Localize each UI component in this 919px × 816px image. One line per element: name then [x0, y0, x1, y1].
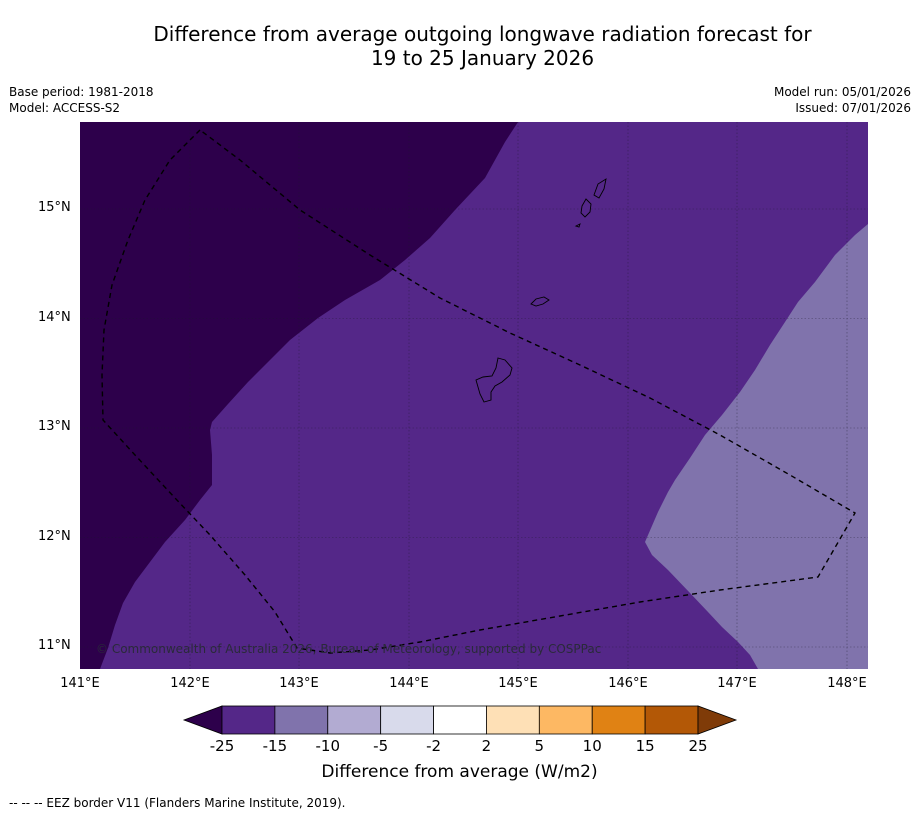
colorbar-title: Difference from average (W/m2): [321, 762, 598, 782]
lat-label-11: 11°N: [38, 638, 71, 653]
lon-label-144: 144°E: [389, 676, 429, 691]
colorbar-segment-minus15: [221, 705, 276, 735]
chart-title: Difference from average outgoing longwav…: [0, 22, 919, 70]
anomaly-region-minus25: [80, 122, 518, 669]
lat-label-15: 15°N: [38, 200, 71, 215]
lon-label-148: 148°E: [827, 676, 867, 691]
map-area: [80, 122, 868, 669]
lon-label-146: 146°E: [608, 676, 648, 691]
model-name: Model: ACCESS-S2: [9, 101, 121, 115]
eez-border: [101, 129, 856, 654]
colorbar-tick-label: -2: [426, 737, 442, 755]
guam-island: [475, 357, 513, 403]
copyright-notice: © Commonwealth of Australia 2026, Bureau…: [96, 642, 602, 656]
colorbar-segment-plus5: [538, 705, 593, 735]
title-line-2: 19 to 25 January 2026: [370, 46, 595, 70]
colorbar-tick-label: -25: [209, 737, 235, 755]
colorbar-tick-label: 15: [635, 737, 655, 755]
colorbar-segment-minus10: [274, 705, 329, 735]
meta-right: Model run: 05/01/2026 Issued: 07/01/2026: [774, 84, 911, 116]
islands: [475, 178, 607, 403]
colorbar-tick-label: 10: [582, 737, 602, 755]
meta-left: Base period: 1981-2018 Model: ACCESS-S2: [9, 84, 154, 116]
colorbar-tick-label: -10: [315, 737, 341, 755]
rota-island: [530, 296, 550, 307]
aguijan-island: [574, 223, 581, 228]
lon-label-143: 143°E: [279, 676, 319, 691]
colorbar-tick-label: 25: [688, 737, 708, 755]
base-period: Base period: 1981-2018: [9, 85, 154, 99]
colorbar-segment-minus5: [327, 705, 382, 735]
colorbar-segment-plus10: [591, 705, 646, 735]
colorbar-tick-label: -5: [373, 737, 389, 755]
colorbar-segment-zero: [433, 705, 487, 735]
colorbar-tick-label: -15: [262, 737, 288, 755]
issued-date: Issued: 07/01/2026: [795, 101, 911, 115]
colorbar: [182, 705, 738, 735]
colorbar-tick-label: 2: [481, 737, 492, 755]
title-line-1: Difference from average outgoing longwav…: [153, 22, 812, 46]
lat-label-13: 13°N: [38, 419, 71, 434]
colorbar-extend-low: [182, 705, 223, 735]
colorbar-segment-minus2: [380, 705, 434, 735]
colorbar-segment-plus15: [644, 705, 699, 735]
colorbar-extend-high: [697, 705, 738, 735]
anomaly-region-minus10: [645, 224, 868, 669]
eez-legend-note: -- -- -- EEZ border V11 (Flanders Marine…: [9, 796, 346, 810]
graticule: [80, 122, 868, 669]
colorbar-tick-label: 5: [534, 737, 545, 755]
colorbar-segment-plus2: [486, 705, 540, 735]
lon-label-141: 141°E: [60, 676, 100, 691]
lat-label-12: 12°N: [38, 529, 71, 544]
lon-label-147: 147°E: [717, 676, 757, 691]
model-run: Model run: 05/01/2026: [773, 85, 911, 99]
saipan-island: [593, 178, 607, 199]
tinian-island: [580, 198, 592, 218]
lon-label-142: 142°E: [170, 676, 210, 691]
lon-label-145: 145°E: [498, 676, 538, 691]
lat-label-14: 14°N: [38, 310, 71, 325]
